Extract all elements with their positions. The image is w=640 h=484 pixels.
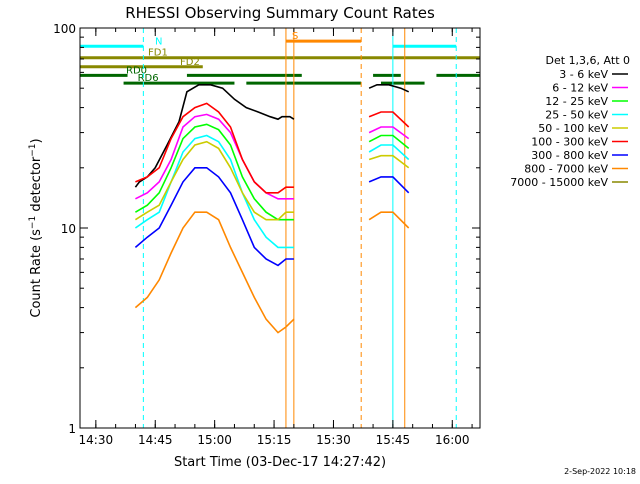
flag-label-s: S [292, 31, 298, 42]
y-tick-label-2: 100 [53, 22, 76, 36]
flag-label-rd6: RD6 [138, 73, 159, 84]
series-line-7-1 [368, 211, 410, 229]
series-line-6-1 [368, 176, 410, 194]
x-tick-label-3: 15:15 [257, 433, 292, 447]
legend-label-2: 12 - 25 keV [545, 95, 608, 108]
x-tick-label-5: 15:45 [376, 433, 411, 447]
y-tick-label-0: 1 [68, 422, 76, 436]
series-line-3-1 [368, 144, 410, 161]
series-line-1-0 [135, 113, 294, 200]
legend-label-1: 6 - 12 keV [552, 82, 608, 95]
series-line-3-0 [134, 134, 294, 249]
chart-title: RHESSI Observing Summary Count Rates [125, 4, 435, 22]
x-tick-label-2: 15:00 [197, 433, 232, 447]
legend-label-0: 3 - 6 keV [559, 68, 608, 81]
series-line-7-0 [134, 211, 295, 334]
legend-label-3: 25 - 50 keV [545, 109, 608, 122]
x-tick-label-0: 14:30 [79, 433, 114, 447]
footer-timestamp: 2-Sep-2022 10:18 [564, 467, 636, 476]
y-tick-label-1: 10 [61, 222, 76, 236]
legend-label-6: 300 - 800 keV [531, 149, 608, 162]
plot-frame [79, 27, 481, 429]
series-lines [134, 84, 410, 334]
series-line-5-1 [368, 111, 410, 128]
series-line-2-0 [134, 123, 294, 221]
series-line-4-1 [368, 154, 410, 169]
flag-label-fd2: FD2 [180, 57, 200, 68]
series-line-0-1 [368, 84, 410, 93]
y-axis-label: Count Rate (s−1 detector−1) [28, 138, 44, 317]
flag-label-rd0: RD0 [126, 65, 147, 76]
x-tick-label-4: 15:30 [316, 433, 351, 447]
legend-header: Det 1,3,6, Att 0 [546, 54, 630, 67]
legend-label-8: 7000 - 15000 keV [510, 176, 608, 189]
vertical-markers [80, 28, 457, 428]
flag-label-n: N [155, 36, 162, 47]
legend-label-5: 100 - 300 keV [531, 136, 608, 149]
series-line-2-1 [368, 134, 410, 150]
series-line-0-0 [134, 84, 295, 188]
legend-label-7: 800 - 7000 keV [524, 163, 608, 176]
x-tick-label-6: 16:00 [435, 433, 470, 447]
series-line-4-0 [134, 140, 294, 221]
flag-label-fd1: FD1 [148, 48, 168, 59]
series-line-1-1 [368, 126, 410, 140]
x-axis-label: Start Time (03-Dec-17 14:27:42) [174, 455, 386, 470]
x-tick-label-1: 14:45 [138, 433, 173, 447]
series-line-5-0 [135, 102, 294, 194]
legend-label-4: 50 - 100 keV [538, 122, 608, 135]
series-line-6-0 [134, 167, 294, 267]
axes: 14:30 14:45 15:00 15:15 15:30 15:45 16:00 1 10 10… [53, 22, 480, 447]
